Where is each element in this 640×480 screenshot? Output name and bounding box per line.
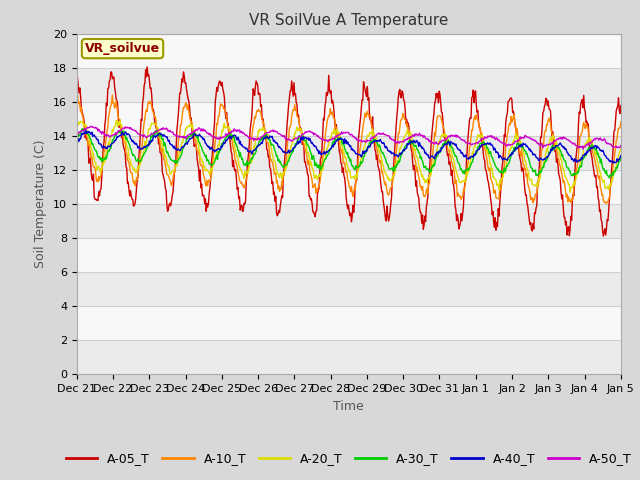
Bar (77, 136, 621, 170)
Bar (77, 272, 621, 306)
Bar (77, 238, 621, 272)
Y-axis label: Soil Temperature (C): Soil Temperature (C) (35, 140, 47, 268)
Legend: A-05_T, A-10_T, A-20_T, A-30_T, A-40_T, A-50_T: A-05_T, A-10_T, A-20_T, A-30_T, A-40_T, … (61, 447, 637, 470)
Bar (77, 204, 621, 238)
Bar (77, 306, 621, 340)
X-axis label: Time: Time (333, 400, 364, 413)
Bar (77, 170, 621, 204)
Text: VR_soilvue: VR_soilvue (85, 42, 160, 55)
Bar (77, 102, 621, 136)
Title: VR SoilVue A Temperature: VR SoilVue A Temperature (249, 13, 449, 28)
Bar (77, 68, 621, 102)
Bar (77, 34, 621, 68)
Bar (77, 340, 621, 374)
